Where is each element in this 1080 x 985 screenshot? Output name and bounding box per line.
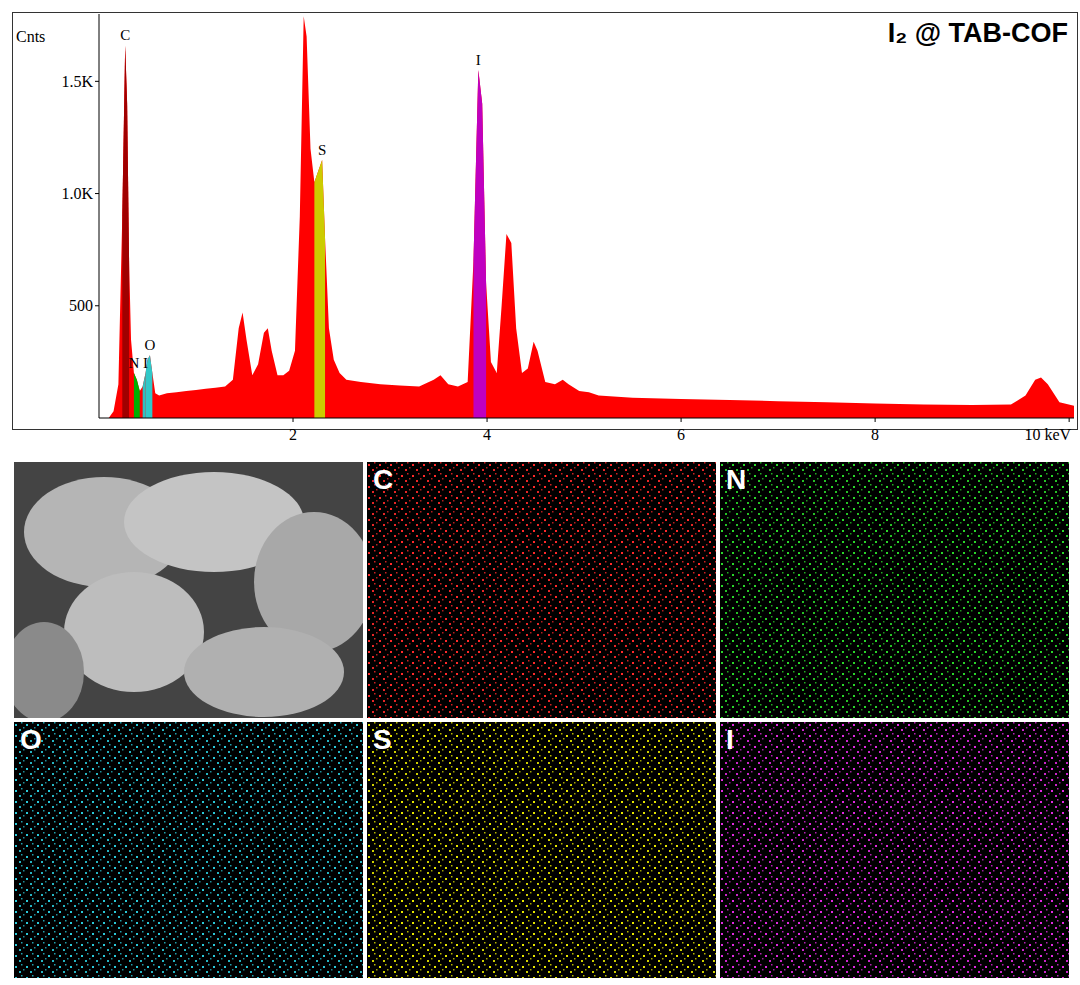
svg-text:6: 6: [677, 426, 685, 443]
svg-text:2: 2: [289, 426, 297, 443]
svg-text:I: I: [143, 355, 148, 371]
svg-text:8: 8: [871, 426, 879, 443]
svg-text:N: N: [129, 355, 140, 371]
html-text:I₂ @ TAB-COF: I₂ @ TAB-COF: [887, 18, 1068, 48]
html-text:C: C: [373, 464, 394, 495]
svg-text:S: S: [318, 142, 326, 158]
svg-text:1.5K: 1.5K: [61, 73, 93, 90]
html-text:N: N: [726, 464, 747, 495]
svg-text:1.0K: 1.0K: [61, 185, 93, 202]
svg-text:10 keV: 10 keV: [1024, 426, 1071, 443]
svg-text:I: I: [476, 52, 481, 68]
svg-text:C: C: [120, 27, 130, 43]
svg-text:O: O: [145, 337, 156, 353]
html-text:S: S: [373, 724, 392, 755]
html-text:Cnts: Cnts: [16, 28, 46, 45]
svg-text:500: 500: [69, 297, 93, 314]
html-text:I: I: [726, 724, 734, 755]
svg-text:4: 4: [483, 426, 491, 443]
html-text:O: O: [20, 724, 42, 755]
